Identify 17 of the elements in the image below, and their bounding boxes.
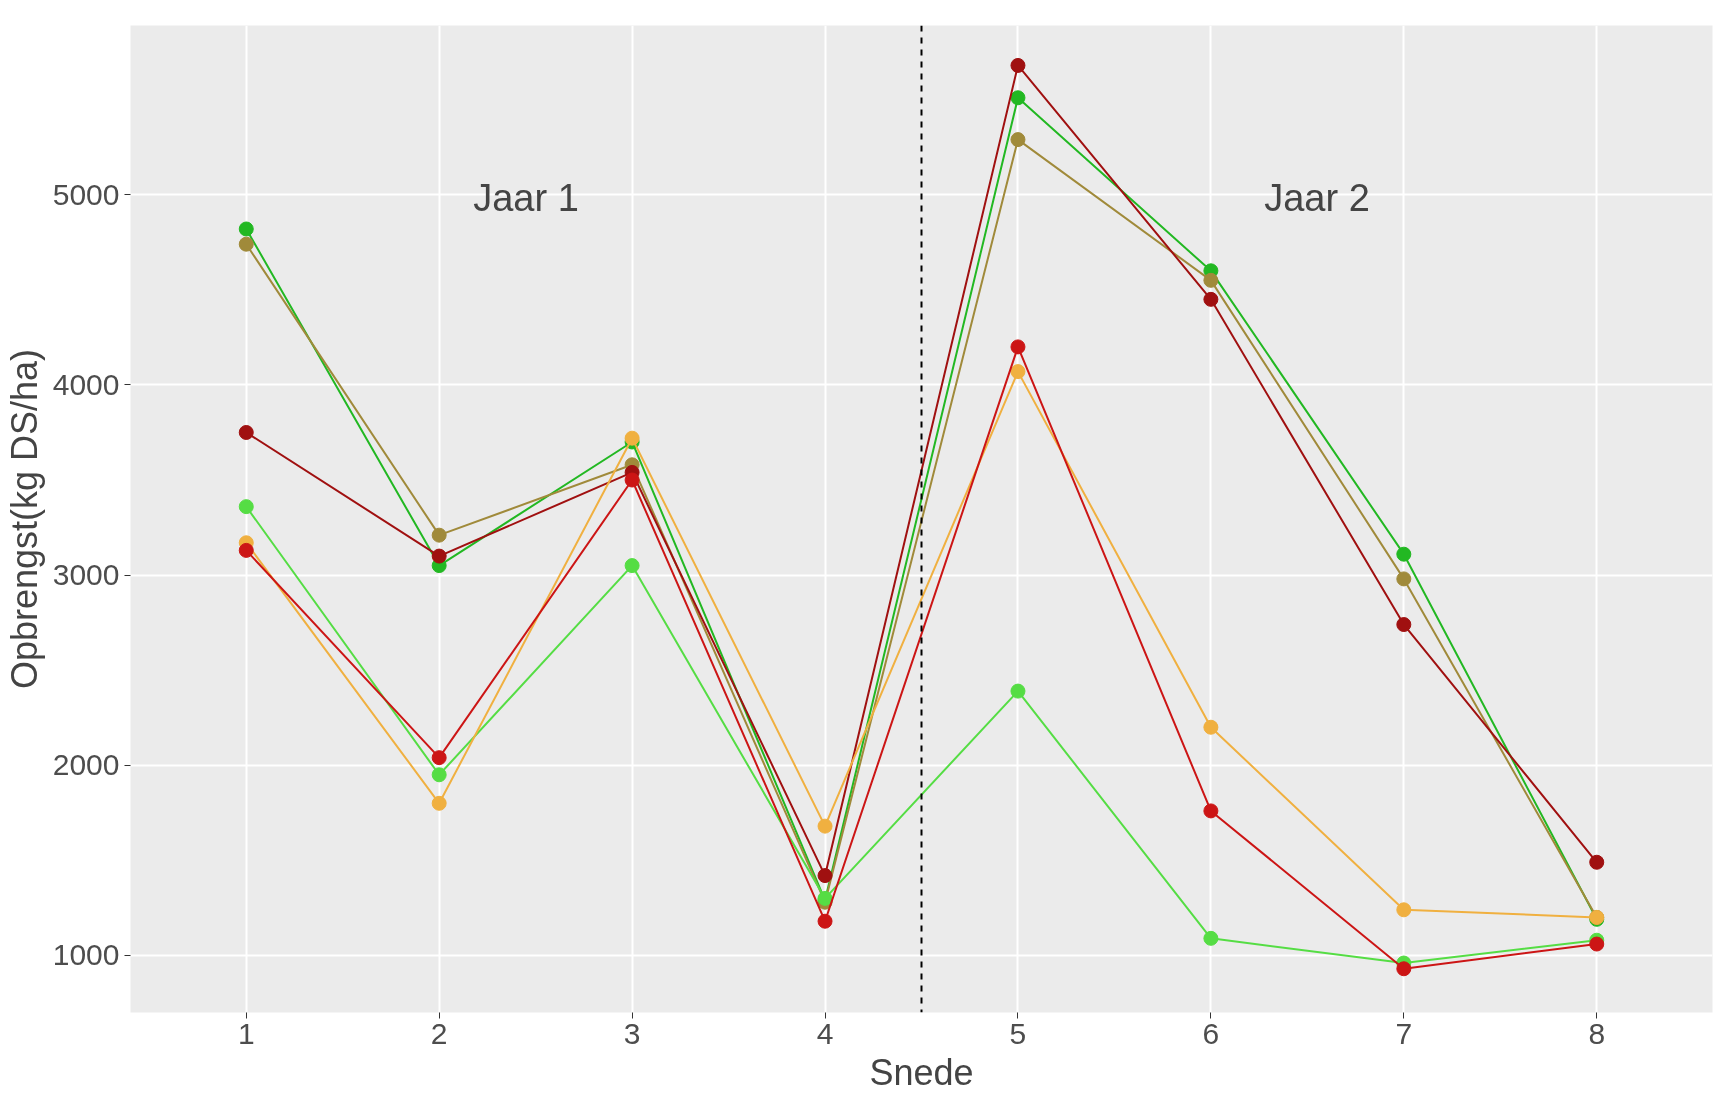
x-tick-label: 2 bbox=[430, 1016, 448, 1050]
x-tick-label: 1 bbox=[237, 1016, 255, 1050]
x-tick-label: 8 bbox=[1588, 1016, 1606, 1050]
x-tick-label: 6 bbox=[1202, 1016, 1220, 1050]
x-tick-label: 5 bbox=[1009, 1016, 1027, 1050]
x-tick-label: 4 bbox=[816, 1016, 834, 1050]
y-tick-label: 5000 bbox=[52, 177, 120, 211]
x-tick-label: 7 bbox=[1395, 1016, 1413, 1050]
annotation: Jaar 1 bbox=[473, 177, 579, 220]
x-axis-title: Snede bbox=[869, 1051, 974, 1093]
x-tick-label: 3 bbox=[623, 1016, 641, 1050]
y-tick-label: 4000 bbox=[52, 367, 120, 401]
y-axis-title: Opbrengst(kg DS/ha) bbox=[3, 348, 45, 690]
y-tick-label: 1000 bbox=[52, 938, 120, 972]
annotation: Jaar 2 bbox=[1264, 177, 1370, 220]
y-tick-label: 2000 bbox=[52, 748, 120, 782]
y-tick-label: 3000 bbox=[52, 558, 120, 592]
